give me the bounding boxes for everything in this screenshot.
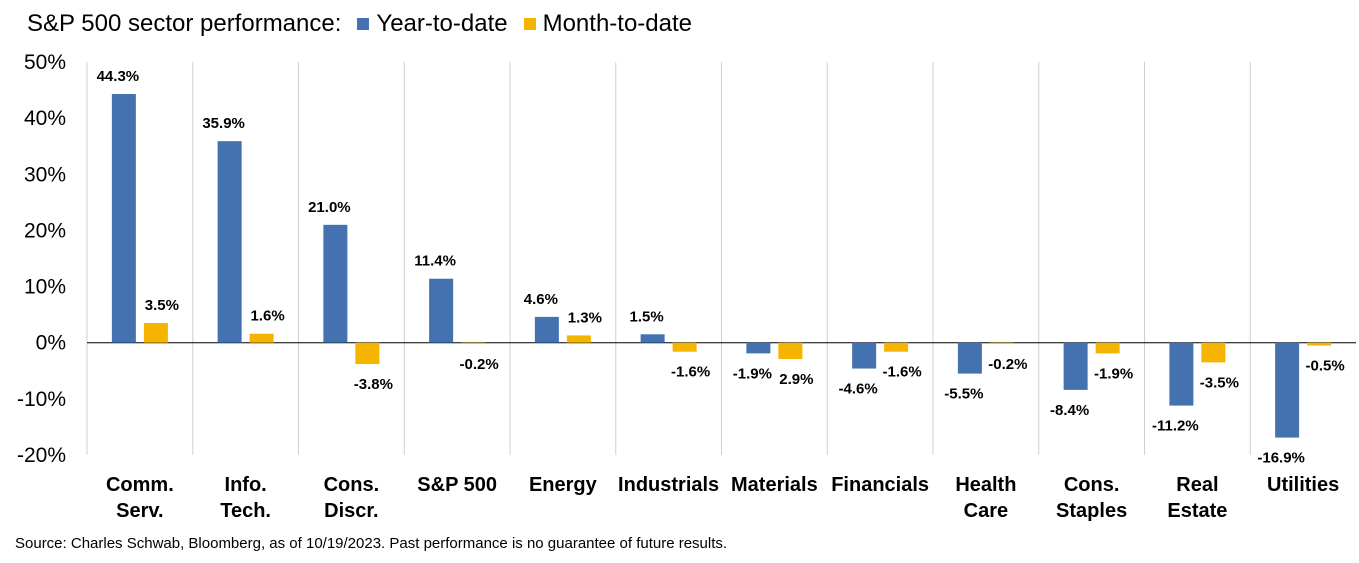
- data-label-month-to-date: -0.5%: [1306, 358, 1345, 375]
- data-label-year-to-date: 11.4%: [414, 253, 456, 270]
- y-tick-label: 50%: [24, 51, 66, 74]
- data-label-year-to-date: -8.4%: [1050, 402, 1089, 419]
- data-label-month-to-date: -3.5%: [1200, 374, 1239, 391]
- x-category-label: S&P 500: [417, 474, 497, 496]
- chart-header: S&P 500 sector performance: Year-to-date…: [27, 6, 692, 42]
- legend-swatch-month-to-date: [523, 18, 536, 30]
- data-label-year-to-date: 44.3%: [97, 68, 140, 85]
- bar-year-to-date: [217, 141, 242, 343]
- x-category-label: Tech.: [220, 500, 271, 522]
- bar-year-to-date: [1275, 342, 1300, 438]
- x-category-label: Discr.: [324, 500, 378, 522]
- bar-month-to-date: [566, 335, 591, 343]
- data-label-year-to-date: 35.9%: [202, 115, 245, 132]
- x-category-label: Cons.: [324, 474, 380, 496]
- bar-month-to-date: [249, 333, 274, 343]
- x-category-label: Cons.: [1064, 474, 1120, 496]
- data-label-year-to-date: 1.5%: [630, 308, 664, 325]
- bar-year-to-date: [640, 334, 665, 343]
- x-category-label: Serv.: [116, 500, 163, 522]
- legend-month-to-date: Month-to-date: [523, 10, 693, 38]
- legend-year-to-date: Year-to-date: [357, 10, 508, 38]
- y-tick-label: -10%: [17, 388, 66, 411]
- x-category-label: Care: [964, 500, 1008, 522]
- y-tick-label: 10%: [24, 276, 66, 299]
- x-category-label: Real: [1176, 474, 1218, 496]
- bar-month-to-date: [355, 342, 380, 365]
- bar-month-to-date: [1201, 342, 1226, 363]
- data-label-year-to-date: 21.0%: [308, 199, 351, 216]
- data-label-month-to-date: 2.9%: [779, 371, 813, 388]
- y-tick-label: 0%: [36, 332, 66, 355]
- bar-year-to-date: [1063, 342, 1088, 390]
- data-label-year-to-date: -1.9%: [733, 365, 772, 382]
- data-label-year-to-date: 4.6%: [524, 291, 558, 308]
- data-label-month-to-date: 3.5%: [145, 297, 179, 314]
- x-category-label: Comm.: [106, 474, 174, 496]
- bar-year-to-date: [323, 224, 348, 343]
- bar-chart: -20% -10% 0% 10% 20% 30% 40% 50% 44.3% 3.5% Comm. S…: [17, 51, 1356, 522]
- chart-title: S&P 500 sector performance:: [27, 10, 342, 37]
- data-label-month-to-date: -0.2%: [988, 356, 1027, 373]
- x-category-label: Utilities: [1267, 474, 1339, 496]
- bar-month-to-date: [989, 342, 1014, 344]
- x-category-label: Materials: [731, 474, 818, 496]
- bar-year-to-date: [746, 342, 771, 354]
- data-label-month-to-date: -1.6%: [671, 364, 710, 381]
- x-category-label: Info.: [225, 474, 267, 496]
- y-tick-label: 40%: [24, 107, 66, 130]
- bar-month-to-date: [1307, 342, 1332, 346]
- data-label-month-to-date: 1.3%: [568, 309, 602, 326]
- bar-year-to-date: [429, 278, 454, 343]
- bar-year-to-date: [534, 316, 559, 343]
- source-note: Source: Charles Schwab, Bloomberg, as of…: [15, 535, 728, 552]
- bar-year-to-date: [957, 342, 982, 374]
- data-label-month-to-date: -0.2%: [460, 356, 499, 373]
- bar-month-to-date: [1095, 342, 1120, 354]
- bar-year-to-date: [1169, 342, 1194, 406]
- y-tick-label: 20%: [24, 219, 66, 242]
- legend-swatch-year-to-date: [357, 18, 370, 30]
- x-category-label: Industrials: [618, 474, 719, 496]
- bar-month-to-date: [143, 323, 168, 343]
- data-label-month-to-date: -1.6%: [883, 364, 922, 381]
- x-category-label: Energy: [529, 474, 598, 496]
- bar-month-to-date: [778, 342, 803, 359]
- bar-month-to-date: [672, 342, 697, 352]
- x-category-label: Health: [955, 474, 1016, 496]
- data-label-year-to-date: -16.9%: [1257, 450, 1305, 467]
- bar-month-to-date: [461, 342, 486, 344]
- bar-year-to-date: [852, 342, 877, 369]
- data-label-year-to-date: -11.2%: [1152, 418, 1199, 435]
- y-tick-label: 30%: [24, 163, 66, 186]
- data-label-month-to-date: -1.9%: [1094, 365, 1133, 382]
- x-category-label: Financials: [831, 474, 929, 496]
- data-label-year-to-date: -4.6%: [839, 381, 878, 398]
- y-tick-label: -20%: [17, 444, 66, 467]
- data-label-month-to-date: 1.6%: [251, 308, 285, 325]
- legend-label-year-to-date: Year-to-date: [376, 10, 508, 37]
- bar-month-to-date: [884, 342, 909, 352]
- legend-label-month-to-date: Month-to-date: [542, 10, 693, 37]
- data-label-year-to-date: -5.5%: [944, 386, 983, 403]
- x-category-label: Estate: [1167, 500, 1227, 522]
- x-category-label: Staples: [1056, 500, 1127, 522]
- data-label-month-to-date: -3.8%: [354, 376, 393, 393]
- bar-year-to-date: [111, 94, 136, 343]
